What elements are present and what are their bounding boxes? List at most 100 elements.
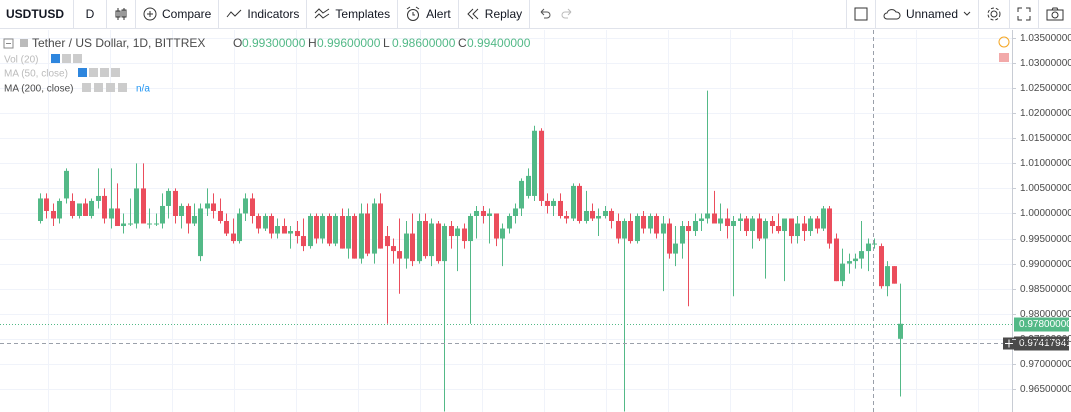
plus-icon xyxy=(143,7,157,21)
expand-button[interactable] xyxy=(1010,0,1039,29)
candle-body xyxy=(275,226,280,234)
alert-text: Alert xyxy=(426,7,451,21)
legend-title: Tether / US Dollar, 1D, BITTREX xyxy=(32,36,205,50)
error-icon[interactable] xyxy=(999,53,1009,62)
layout-text: Unnamed xyxy=(905,7,958,21)
candle-body xyxy=(468,215,473,242)
candle-body xyxy=(89,200,94,216)
candle-body xyxy=(320,215,325,239)
candle-body xyxy=(705,213,710,219)
candle-body xyxy=(763,221,768,239)
compare-button[interactable]: Compare xyxy=(136,0,220,29)
gear-icon xyxy=(987,7,1001,21)
ma50-label: MA (50, close) xyxy=(4,69,68,80)
ohlc-legend: O 0.99300000 H 0.99600000 L 0.98600000 C 0.9940… xyxy=(233,36,531,50)
candle-body xyxy=(808,218,813,232)
y-tick-label: 0.98000000 xyxy=(1020,309,1071,320)
last-price-box xyxy=(1014,317,1069,332)
candle-body xyxy=(429,223,434,257)
fullscreen-toggle[interactable] xyxy=(845,0,876,29)
last-price-label: 0.97800000 xyxy=(1019,319,1071,330)
candle-body xyxy=(834,238,839,282)
interval[interactable]: D xyxy=(74,0,107,29)
ohlc-value: 0.99600000 xyxy=(317,36,381,50)
candle-body xyxy=(404,233,409,259)
ma200-label: MA (200, close) xyxy=(4,84,73,95)
replay-button[interactable]: Replay xyxy=(459,0,531,29)
undo-redo[interactable] xyxy=(530,0,584,29)
square-icon xyxy=(854,7,868,21)
candle-body xyxy=(109,208,114,219)
ohlc-key: O xyxy=(233,36,242,50)
candle-body xyxy=(827,208,832,244)
price-overlay: 0.97800000 0.97417941 xyxy=(0,317,1071,351)
candle-body xyxy=(141,188,146,224)
candle-body xyxy=(686,226,691,232)
alert-icon xyxy=(406,6,420,21)
candle-body xyxy=(532,130,537,196)
candle-body xyxy=(83,203,88,216)
candle-body xyxy=(596,215,601,219)
symbol[interactable]: USDTUSD xyxy=(0,0,74,29)
candle-body xyxy=(757,218,762,239)
candle-body xyxy=(38,198,43,221)
interval-text: D xyxy=(85,7,95,21)
candle-body xyxy=(340,215,345,249)
y-tick-label: 1.00000000 xyxy=(1020,208,1071,219)
snapshot-button[interactable] xyxy=(1039,0,1071,29)
candle-body xyxy=(699,218,704,221)
vol-label: Vol (20) xyxy=(4,55,38,66)
candle-body xyxy=(718,218,723,224)
ma200-value: n/a xyxy=(136,84,150,95)
candle-body xyxy=(892,266,897,284)
y-tick-label: 1.03000000 xyxy=(1020,58,1071,69)
candle-body xyxy=(590,210,595,219)
indicators-text: Indicators xyxy=(247,7,300,21)
candle-body xyxy=(70,200,75,216)
candle-body xyxy=(866,243,871,252)
camera-icon xyxy=(1046,7,1064,21)
replay-icon xyxy=(467,8,479,20)
candle-body xyxy=(198,208,203,257)
alert-button[interactable]: Alert xyxy=(398,0,459,29)
toolbar: USDTUSD D Compare Indicators Templates A… xyxy=(0,0,1071,29)
candle-body xyxy=(417,221,422,262)
ohlc-value: 0.98600000 xyxy=(392,36,456,50)
candle-body xyxy=(205,203,210,209)
candle-body xyxy=(635,215,640,242)
candle-body xyxy=(474,210,479,216)
candle-body xyxy=(410,233,415,262)
candle-body xyxy=(64,170,69,199)
collapse-box[interactable] xyxy=(3,38,14,49)
candle-body xyxy=(859,251,864,259)
y-tick-label: 1.03500000 xyxy=(1020,33,1071,44)
candle-body xyxy=(96,195,101,201)
candle-body xyxy=(693,221,698,232)
candle-body xyxy=(327,215,332,244)
settings-button[interactable] xyxy=(979,0,1010,29)
candle-body xyxy=(609,210,614,221)
undo-icon xyxy=(540,8,572,19)
candle-body xyxy=(295,231,300,237)
crosshair-price-box xyxy=(1014,336,1069,351)
candle-body xyxy=(308,215,313,247)
candle-body xyxy=(378,203,383,249)
indicator-icon xyxy=(226,9,242,18)
candle-body xyxy=(436,223,441,262)
candle-body xyxy=(641,215,646,229)
indicators-button[interactable]: Indicators xyxy=(219,0,308,29)
candle-body xyxy=(526,175,531,196)
ohlc-key: H xyxy=(308,36,317,50)
candle-body xyxy=(282,226,287,234)
candle-body xyxy=(853,258,858,262)
chart-style[interactable] xyxy=(107,0,136,29)
warning-icon[interactable] xyxy=(998,36,1010,48)
candle-body xyxy=(782,218,787,232)
layout-button[interactable]: Unnamed xyxy=(876,0,979,29)
templates-button[interactable]: Templates xyxy=(307,0,399,29)
candle-body xyxy=(365,213,370,254)
candle-body xyxy=(186,205,191,224)
legend-buttons[interactable] xyxy=(51,54,127,92)
candle-body xyxy=(628,221,633,242)
